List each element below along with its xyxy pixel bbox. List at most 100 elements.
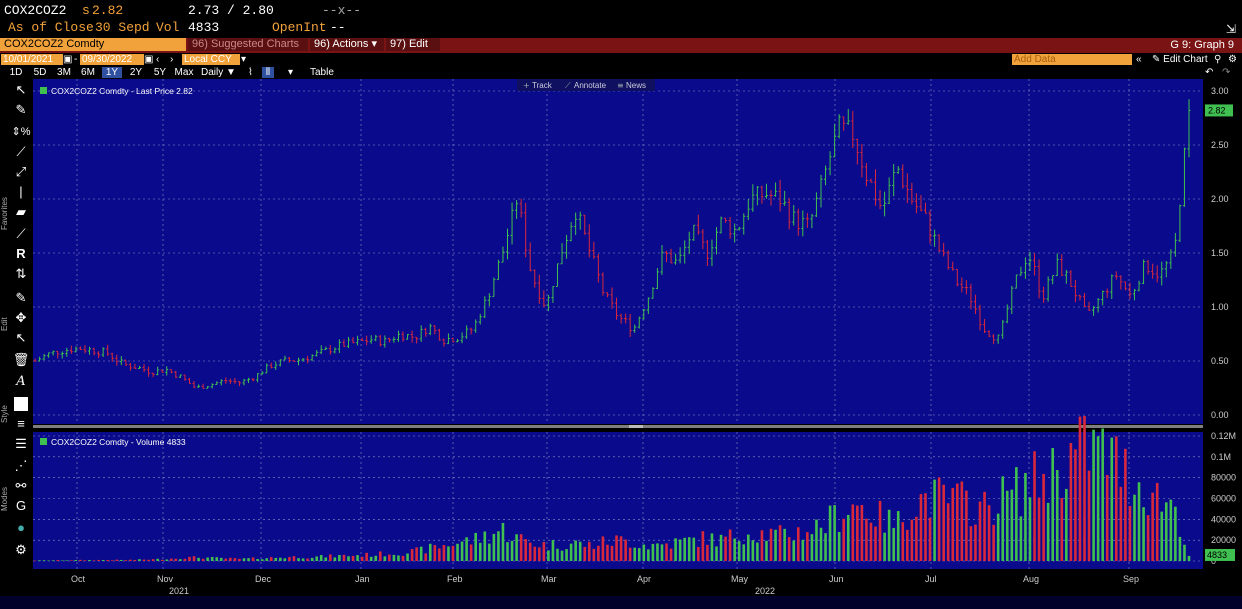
chart-tool-annotate[interactable]: Annotate bbox=[574, 81, 607, 90]
volume-bar bbox=[787, 537, 791, 561]
vertical-line-icon[interactable]: | bbox=[19, 184, 23, 199]
volume-bar bbox=[1115, 436, 1118, 561]
edit-menu[interactable]: 97) Edit ▾ bbox=[386, 38, 440, 63]
last-prefix: s bbox=[82, 3, 90, 18]
volume-bar bbox=[188, 556, 191, 561]
volume-bar bbox=[660, 544, 664, 561]
volume-bar bbox=[174, 558, 178, 561]
volume-bar bbox=[269, 557, 273, 561]
price-volume-chart[interactable]: Oct Nov Dec Jan Feb Mar Apr May Jun Jul Aug Sep 2021… bbox=[33, 79, 1242, 596]
calendar-icon[interactable]: ▣ bbox=[144, 54, 154, 65]
add-data-input[interactable]: Add Data bbox=[1012, 54, 1132, 65]
y-tick-label: 0.12M bbox=[1211, 431, 1236, 441]
line-chart-icon[interactable]: ⌇ bbox=[248, 67, 253, 78]
trendline-icon[interactable]: ⟋ bbox=[16, 144, 26, 159]
volume-bar bbox=[401, 555, 405, 561]
period-button-5d[interactable]: 5D bbox=[33, 67, 47, 78]
security-field[interactable]: COX2COZ2 Comdty bbox=[0, 38, 186, 51]
annotate-icon[interactable]: ⟋ bbox=[565, 81, 571, 90]
redo-icon[interactable]: ↷ bbox=[1222, 67, 1231, 78]
pane-splitter[interactable] bbox=[33, 425, 1203, 428]
start-date-input[interactable]: 10/01/2021 bbox=[1, 54, 63, 65]
volume-bar bbox=[774, 529, 777, 561]
percent-tool-icon[interactable]: ⇕% bbox=[11, 126, 31, 138]
palette-icon[interactable]: ● bbox=[17, 520, 25, 535]
snap-icon[interactable]: G bbox=[15, 498, 27, 513]
x-tick-label: Mar bbox=[541, 574, 557, 584]
currency-select[interactable]: Local CCY bbox=[182, 54, 240, 65]
volume-bar bbox=[624, 539, 627, 561]
edit-chart-button[interactable]: ✎ Edit Chart bbox=[1152, 54, 1208, 65]
select-icon[interactable]: ↖ bbox=[15, 330, 27, 345]
color-swatch-icon[interactable] bbox=[11, 395, 31, 413]
volume-bar bbox=[878, 500, 882, 561]
chevron-down-icon[interactable]: ▾ bbox=[241, 54, 247, 65]
volume-bar bbox=[1155, 482, 1159, 561]
volume-bar bbox=[742, 544, 746, 561]
settings-icon[interactable]: ⚙ bbox=[1228, 54, 1237, 65]
period-button-5y[interactable]: 5Y bbox=[153, 67, 167, 78]
price-range-icon[interactable]: ⇅ bbox=[15, 266, 27, 281]
crosshair-icon[interactable]: + bbox=[523, 81, 530, 90]
volume-bar bbox=[987, 505, 991, 561]
period-button-2y[interactable]: 2Y bbox=[129, 67, 143, 78]
period-button-1d[interactable]: 1D bbox=[9, 67, 23, 78]
actions-menu[interactable]: 96) Actions ▾ bbox=[310, 38, 384, 51]
undo-icon[interactable]: ↶ bbox=[1205, 67, 1214, 78]
y-tick-label: 0 bbox=[1211, 556, 1216, 566]
gear-icon[interactable]: ⚙ bbox=[15, 542, 27, 557]
last-value: 2.82 bbox=[92, 3, 124, 18]
chart-tool-track[interactable]: Track bbox=[532, 81, 553, 90]
frequency-select[interactable]: Daily ▼ bbox=[201, 67, 236, 78]
drawing-toolbar: Favorites Edit Style Modes ↖ ✎ ⇕% ⟋ ⤢ | … bbox=[0, 79, 33, 569]
bar-chart-icon[interactable]: ⫴ bbox=[262, 67, 274, 78]
pointer-icon[interactable]: ↖ bbox=[15, 82, 27, 97]
volume-bar bbox=[1146, 515, 1150, 561]
export-icon[interactable]: ⇲ bbox=[1226, 22, 1237, 36]
prev-arrow-icon[interactable]: ‹ bbox=[156, 54, 160, 65]
volume-bar bbox=[83, 560, 87, 561]
volume-bar bbox=[1169, 499, 1173, 561]
text-tool-icon[interactable]: A bbox=[16, 374, 26, 389]
brush-icon[interactable]: ✎ bbox=[15, 290, 27, 305]
volume-bar bbox=[697, 546, 700, 561]
volume-bar bbox=[896, 511, 900, 561]
trash-icon[interactable]: 🗑 bbox=[12, 352, 30, 367]
news-icon[interactable]: ≡ bbox=[617, 81, 624, 90]
line-width-icon[interactable]: ☰ bbox=[15, 436, 27, 451]
table-button[interactable]: Table bbox=[310, 67, 334, 78]
volume-bar bbox=[792, 540, 796, 561]
chart-tool-news[interactable]: News bbox=[626, 81, 646, 90]
period-button-1y[interactable]: 1Y bbox=[102, 67, 122, 78]
x-tick-label: Nov bbox=[157, 574, 174, 584]
volume-bar bbox=[528, 542, 532, 561]
channel-icon[interactable]: ▰ bbox=[16, 204, 26, 219]
crosshair-mode-icon[interactable]: ⋰ bbox=[14, 458, 28, 473]
chevron-down-icon[interactable]: ▾ bbox=[288, 67, 294, 78]
suggested-charts-button[interactable]: 96) Suggested Charts bbox=[188, 38, 308, 51]
price-legend: COX2COZ2 Comdty - Last Price 2.82 bbox=[51, 86, 193, 96]
collapse-icon[interactable]: « bbox=[1136, 54, 1142, 65]
volume-bar bbox=[619, 536, 623, 561]
line-style-icon[interactable]: ≡ bbox=[17, 416, 25, 431]
regression-icon[interactable]: R bbox=[16, 246, 26, 261]
ray-icon[interactable]: ⤢ bbox=[15, 164, 27, 179]
period-button-6m[interactable]: 6M bbox=[81, 67, 95, 78]
period-button-max[interactable]: Max bbox=[174, 67, 194, 78]
end-date-input[interactable]: 09/30/2022 bbox=[80, 54, 144, 65]
splitter-handle[interactable] bbox=[629, 425, 643, 428]
pen-icon[interactable]: ✎ bbox=[15, 102, 27, 117]
zoom-icon[interactable]: ⚲ bbox=[1214, 54, 1222, 65]
volume-bar bbox=[892, 527, 895, 561]
magnet-icon[interactable]: ⚯ bbox=[15, 478, 27, 493]
volume-bar bbox=[219, 557, 223, 561]
volume-bar bbox=[451, 545, 455, 561]
fibonacci-icon[interactable]: ⟋ bbox=[16, 226, 26, 241]
volume-bar bbox=[751, 540, 755, 561]
period-button-3m[interactable]: 3M bbox=[57, 67, 71, 78]
volume-bar bbox=[906, 529, 909, 561]
calendar-icon[interactable]: ▣ bbox=[63, 54, 73, 65]
volume-bar bbox=[88, 559, 91, 561]
move-icon[interactable]: ✥ bbox=[15, 310, 27, 325]
next-arrow-icon[interactable]: › bbox=[170, 54, 174, 65]
